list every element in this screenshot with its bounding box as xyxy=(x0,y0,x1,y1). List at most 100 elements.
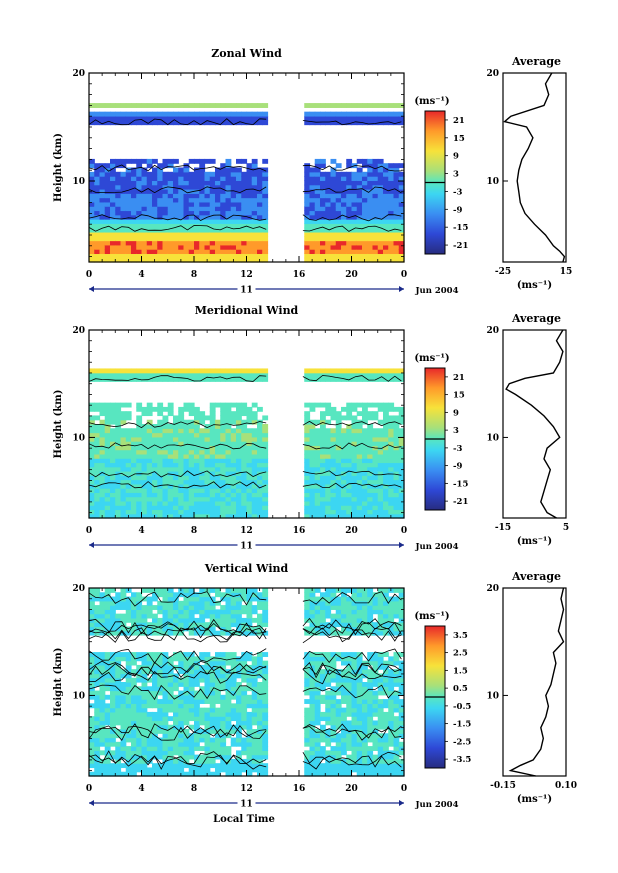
heatmap-cell xyxy=(241,171,248,177)
heatmap-cell xyxy=(383,475,389,481)
heatmap-cell xyxy=(388,479,395,485)
heatmap-cell xyxy=(209,372,216,378)
heatmap-cell xyxy=(115,227,122,233)
heatmap-cell xyxy=(215,622,221,628)
heatmap-cell xyxy=(209,402,216,408)
heatmap-cell xyxy=(362,197,368,203)
heatmap-cell xyxy=(393,227,400,233)
heatmap-cell xyxy=(351,210,358,216)
heatmap-cell xyxy=(241,605,248,610)
heatmap-cell xyxy=(162,729,169,734)
heatmap-cell xyxy=(257,475,263,481)
heatmap-cell xyxy=(194,419,200,425)
heatmap-cell xyxy=(309,592,316,598)
heatmap-cell xyxy=(236,240,242,246)
heatmap-cell xyxy=(377,163,384,169)
colorbar-tick-label: -15 xyxy=(453,479,468,489)
heatmap-cell xyxy=(320,188,326,194)
heatmap-cell xyxy=(341,120,347,126)
heatmap-cell xyxy=(356,694,363,700)
heatmap-cell xyxy=(141,758,148,764)
heatmap-cell xyxy=(325,449,332,455)
heatmap-cell xyxy=(341,630,347,636)
heatmap-cell xyxy=(94,626,101,632)
heatmap-cell xyxy=(383,201,389,207)
heatmap-cell xyxy=(99,694,106,700)
heatmap-cell xyxy=(251,475,258,481)
heatmap-cell xyxy=(173,103,179,108)
heatmap-cell xyxy=(99,626,106,632)
heatmap-cell xyxy=(146,720,153,726)
heatmap-cell xyxy=(230,741,237,747)
heatmap-cell xyxy=(257,253,263,259)
heatmap-cell xyxy=(314,402,321,408)
heatmap-cell xyxy=(199,592,206,598)
heatmap-cell xyxy=(377,453,384,459)
heatmap-cell xyxy=(383,513,389,519)
heatmap-cell xyxy=(115,231,122,237)
heatmap-cell xyxy=(320,711,326,717)
heatmap-cell xyxy=(320,630,326,636)
heatmap-cell xyxy=(367,711,374,717)
heatmap-cell xyxy=(131,724,137,730)
heatmap-cell xyxy=(162,201,169,207)
heatmap-cell xyxy=(110,596,116,602)
heatmap-cell xyxy=(115,711,122,717)
heatmap-cell xyxy=(393,236,400,242)
heatmap-cell xyxy=(157,402,164,408)
heatmap-cell xyxy=(99,664,106,670)
heatmap-cell xyxy=(330,720,337,726)
heatmap-cell xyxy=(304,513,311,519)
heatmap-cell xyxy=(246,240,253,246)
heatmap-cell xyxy=(152,115,158,121)
heatmap-cell xyxy=(377,449,384,455)
heatmap-cell xyxy=(236,488,242,493)
heatmap-cell xyxy=(89,488,95,493)
heatmap-cell xyxy=(183,682,190,687)
heatmap-cell xyxy=(136,445,143,451)
heatmap-cell xyxy=(335,720,342,726)
heatmap-cell xyxy=(141,605,148,610)
heatmap-cell xyxy=(178,180,185,186)
heatmap-cell xyxy=(152,763,158,769)
heatmap-cell xyxy=(362,219,368,224)
heatmap-cell xyxy=(383,188,389,194)
heatmap-cell xyxy=(330,483,337,489)
heatmap-cell xyxy=(230,462,237,468)
heatmap-cell xyxy=(141,471,148,476)
heatmap-cell xyxy=(110,167,116,173)
heatmap-cell xyxy=(309,206,316,212)
heatmap-cell xyxy=(346,483,353,489)
heatmap-cell xyxy=(346,171,353,177)
heatmap-cell xyxy=(304,466,311,472)
heatmap-cell xyxy=(377,180,384,186)
heatmap-cell xyxy=(377,201,384,207)
heatmap-cell xyxy=(257,171,263,177)
heatmap-cell xyxy=(89,415,95,421)
heatmap-cell xyxy=(320,206,326,212)
heatmap-cell xyxy=(110,197,116,203)
heatmap-cell xyxy=(241,716,248,722)
heatmap-cell xyxy=(146,588,153,593)
heatmap-cell xyxy=(125,699,132,704)
heatmap-cell xyxy=(335,754,342,760)
heatmap-cell xyxy=(320,694,326,700)
heatmap-cell xyxy=(388,449,395,455)
heatmap-cell xyxy=(157,453,164,459)
heatmap-cell xyxy=(199,737,206,743)
heatmap-cell xyxy=(236,111,242,117)
heatmap-cell xyxy=(136,466,143,472)
heatmap-cell xyxy=(351,660,358,666)
heatmap-cell xyxy=(162,754,169,760)
heatmap-cell xyxy=(215,372,221,378)
heatmap-cell xyxy=(162,372,169,378)
heatmap-cell xyxy=(398,432,405,438)
heatmap-cell xyxy=(209,368,216,374)
heatmap-cell xyxy=(131,720,137,726)
heatmap-cell xyxy=(230,694,237,700)
heatmap-cell xyxy=(367,163,374,169)
heatmap-cell xyxy=(346,372,353,378)
heatmap-cell xyxy=(230,402,237,408)
heatmap-cell xyxy=(262,180,269,186)
